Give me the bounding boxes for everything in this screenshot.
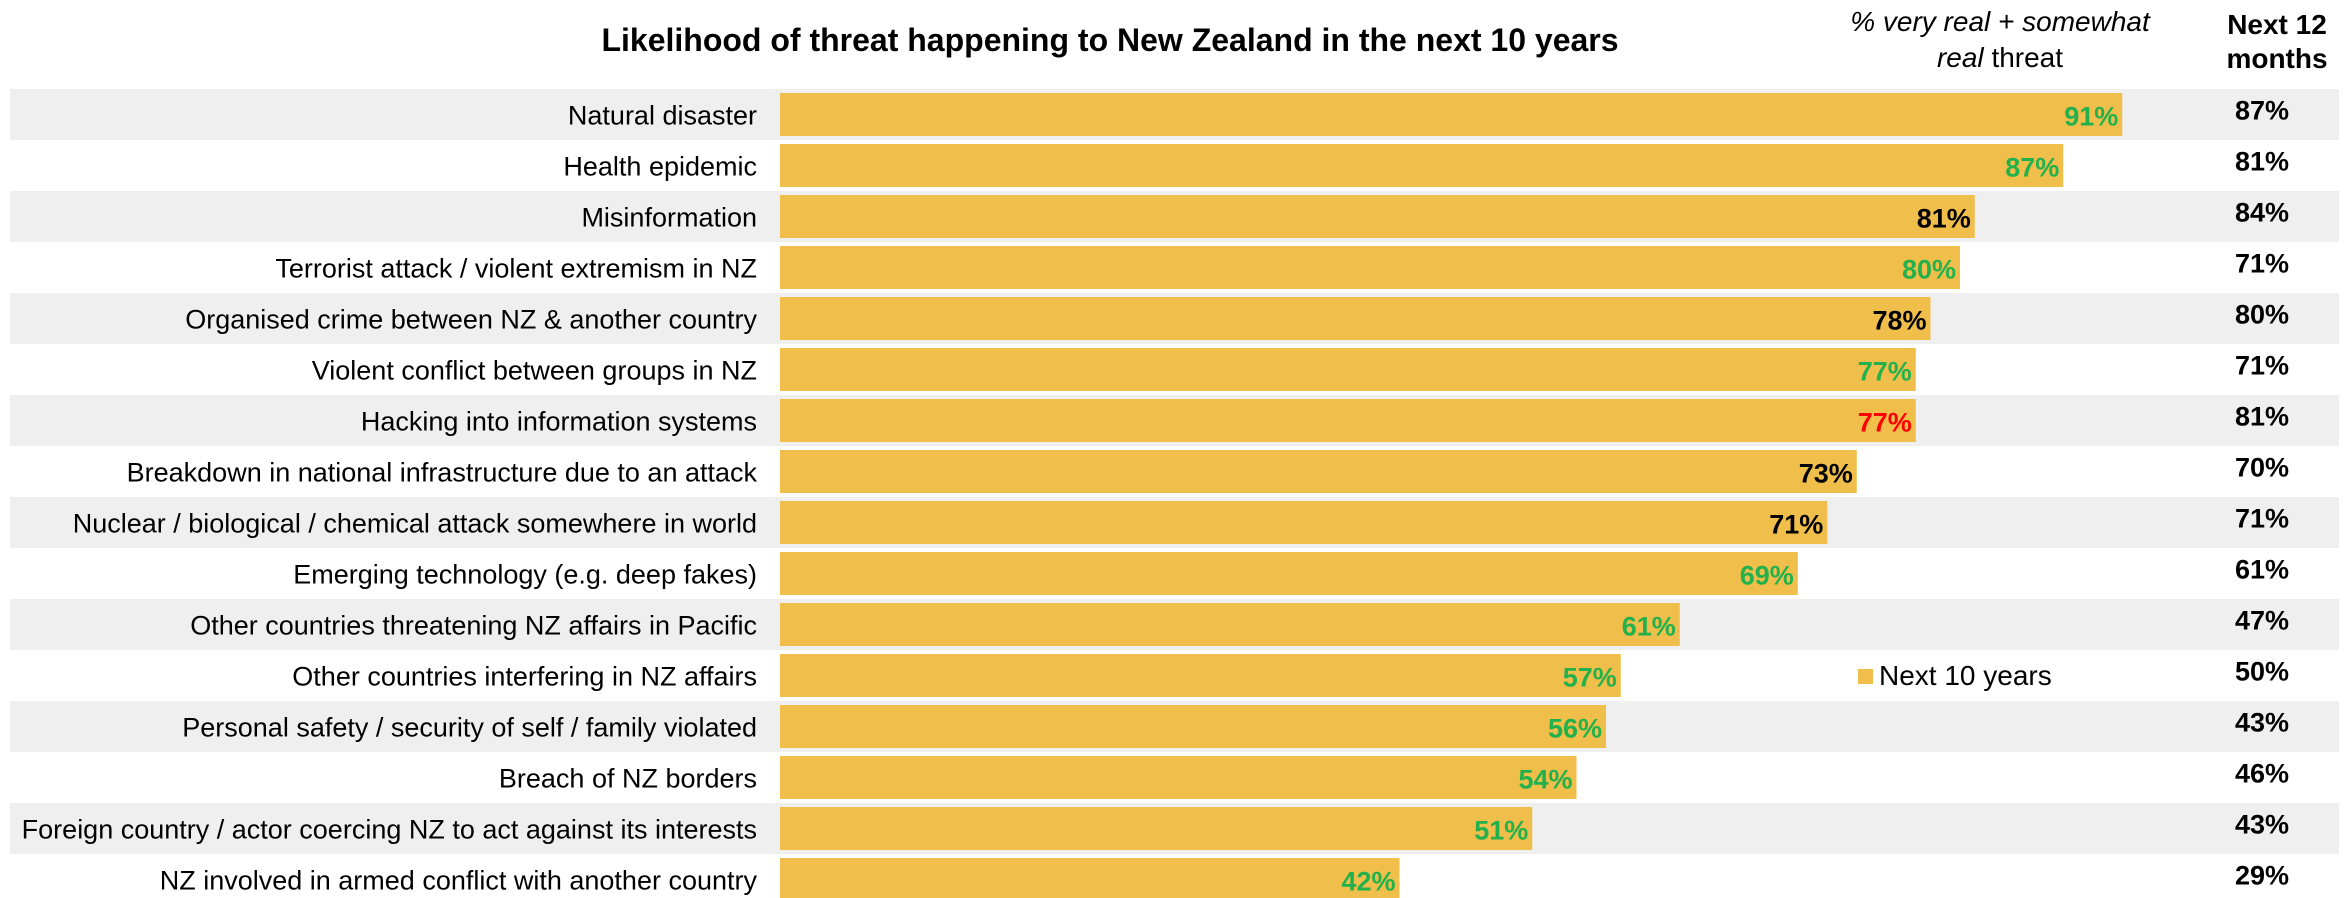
- legend-swatch: [1858, 668, 1873, 684]
- category-label: Personal safety / security of self / fam…: [182, 713, 757, 743]
- category-label: Breakdown in national infrastructure due…: [127, 458, 758, 488]
- data-label: 80%: [1902, 255, 1956, 285]
- column-header-part2: real: [1936, 42, 1984, 73]
- column-header-part3: threat: [1991, 42, 2064, 73]
- category-label: Terrorist attack / violent extremism in …: [275, 254, 757, 284]
- next-12-months-value: 71%: [2235, 249, 2289, 279]
- chart-title: Likelihood of threat happening to New Ze…: [601, 22, 1619, 58]
- column-header-part1: % very real + somewhat: [1850, 6, 2150, 37]
- category-label: Other countries threatening NZ affairs i…: [190, 611, 757, 641]
- data-label: 51%: [1474, 816, 1528, 846]
- next-12-months-value: 87%: [2235, 96, 2289, 126]
- category-label: Violent conflict between groups in NZ: [312, 356, 757, 386]
- data-label: 81%: [1917, 204, 1971, 234]
- next-12-months-value: 50%: [2235, 657, 2289, 687]
- bar: [780, 246, 1960, 289]
- next-12-months-value: 81%: [2235, 147, 2289, 177]
- bar: [780, 705, 1606, 748]
- data-label: 73%: [1799, 459, 1853, 489]
- next-12-months-value: 80%: [2235, 300, 2289, 330]
- bar: [780, 297, 1931, 340]
- data-label: 77%: [1858, 357, 1912, 387]
- bar: [780, 348, 1916, 391]
- legend-label: Next 10 years: [1879, 660, 2052, 691]
- next-12-months-value: 47%: [2235, 606, 2289, 636]
- next-12-months-value: 29%: [2235, 861, 2289, 891]
- category-label: Emerging technology (e.g. deep fakes): [293, 560, 757, 590]
- data-label: 54%: [1518, 765, 1572, 795]
- next-12-months-value: 71%: [2235, 504, 2289, 534]
- data-label: 77%: [1858, 408, 1912, 438]
- bar: [780, 450, 1857, 493]
- data-label: 57%: [1563, 663, 1617, 693]
- next-12-months-value: 71%: [2235, 351, 2289, 381]
- data-label: 71%: [1769, 510, 1823, 540]
- category-label: Misinformation: [581, 203, 757, 233]
- bar: [780, 501, 1828, 544]
- bar: [780, 195, 1975, 238]
- next-12-months-header: Next 12 months: [2226, 9, 2328, 74]
- data-label: 91%: [2064, 102, 2118, 132]
- data-label: 61%: [1622, 612, 1676, 642]
- data-label: 56%: [1548, 714, 1602, 744]
- bar: [780, 93, 2123, 136]
- next-12-months-value: 70%: [2235, 453, 2289, 483]
- category-label: Organised crime between NZ & another cou…: [185, 305, 757, 335]
- next-12-months-value: 61%: [2235, 555, 2289, 585]
- category-label: Hacking into information systems: [361, 407, 757, 437]
- category-label: Foreign country / actor coercing NZ to a…: [22, 815, 757, 845]
- data-label: 78%: [1872, 306, 1926, 336]
- next-12-months-value: 43%: [2235, 810, 2289, 840]
- category-label: Nuclear / biological / chemical attack s…: [73, 509, 757, 539]
- bar: [780, 552, 1798, 595]
- data-label: 42%: [1341, 867, 1395, 897]
- category-label: Breach of NZ borders: [499, 764, 757, 794]
- bar: [780, 144, 2064, 187]
- data-label: 87%: [2005, 153, 2059, 183]
- bar: [780, 399, 1916, 442]
- bar: [780, 603, 1680, 646]
- data-label: 69%: [1740, 561, 1794, 591]
- bar: [780, 858, 1400, 898]
- category-label: NZ involved in armed conflict with anoth…: [160, 866, 758, 896]
- bar: [780, 654, 1621, 697]
- legend: Next 10 years: [1858, 660, 2052, 692]
- bar: [780, 756, 1577, 799]
- category-label: Other countries interfering in NZ affair…: [292, 662, 757, 692]
- category-label: Health epidemic: [563, 152, 757, 182]
- next-12-months-value: 46%: [2235, 759, 2289, 789]
- percent-column-header: % very real + somewhat real threat: [1830, 4, 2170, 76]
- bar: [780, 807, 1533, 850]
- category-label: Natural disaster: [568, 101, 757, 131]
- next-12-months-value: 84%: [2235, 198, 2289, 228]
- next-12-months-value: 81%: [2235, 402, 2289, 432]
- next-12-months-value: 43%: [2235, 708, 2289, 738]
